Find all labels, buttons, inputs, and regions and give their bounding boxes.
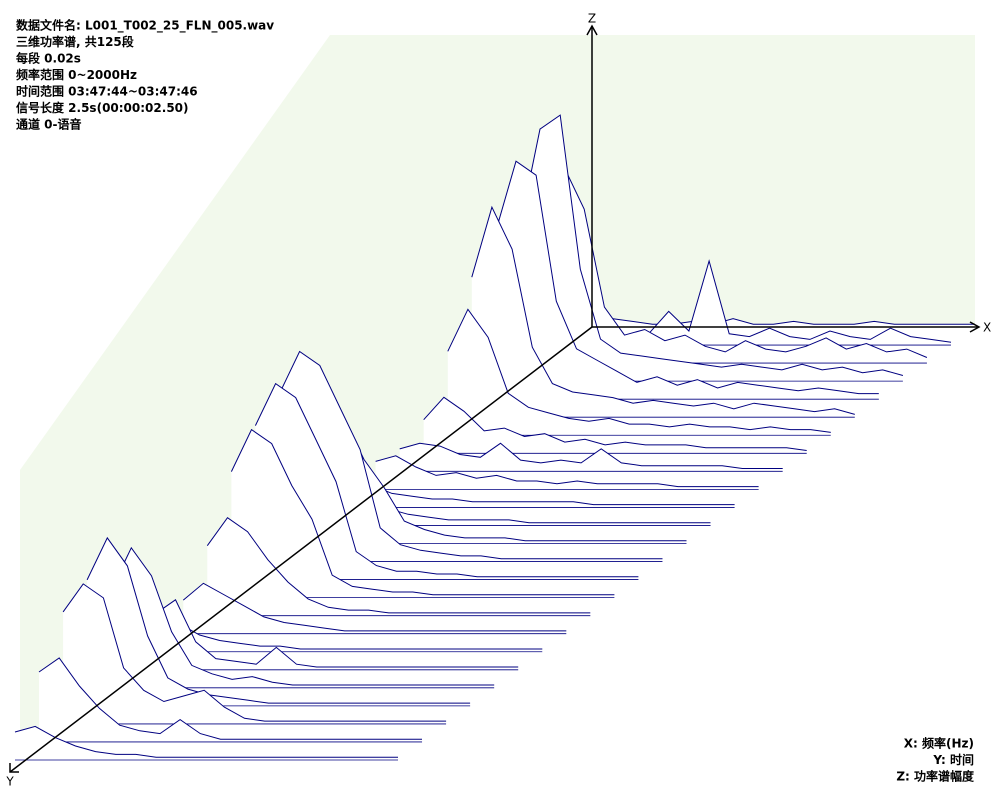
trace <box>351 484 735 506</box>
trace <box>423 396 807 451</box>
trace <box>519 114 904 376</box>
legend-line: Y: 时间 <box>932 752 974 767</box>
legend: X: 频率(Hz)Y: 时间 Z: 功率谱幅度 <box>896 736 975 784</box>
trace <box>14 725 398 758</box>
legend-line: Z: 功率谱幅度 <box>896 769 975 784</box>
x-arrow <box>969 321 981 333</box>
trace-mask <box>39 658 422 742</box>
trace-mask <box>15 726 398 760</box>
y-axis <box>9 326 593 773</box>
trace-mask <box>207 517 591 616</box>
trace <box>62 583 447 722</box>
info-line: 信号长度 2.5s(00:00:02.50) <box>16 100 189 115</box>
trace <box>206 517 591 614</box>
trace-mask <box>447 309 831 436</box>
trace <box>495 160 879 395</box>
trace-mask <box>592 318 975 327</box>
y-arrow <box>9 763 19 773</box>
trace-mask <box>568 261 951 345</box>
trace <box>279 350 663 560</box>
info-line: 时间范围 03:47:44~03:47:46 <box>16 84 198 99</box>
z-arrow <box>586 24 598 36</box>
info-line: 每段 0.02s <box>16 51 81 66</box>
trace-mask <box>183 583 567 634</box>
trace-mask <box>399 443 783 472</box>
trace <box>303 388 687 542</box>
trace <box>254 382 639 578</box>
trace <box>447 308 831 433</box>
info-line: 通道 0-语音 <box>16 117 82 132</box>
trace <box>38 657 422 740</box>
trace-mask <box>423 397 807 454</box>
trace <box>399 442 783 469</box>
trace <box>110 546 495 686</box>
trace-mask <box>351 485 735 508</box>
trace <box>86 536 471 704</box>
y-label: Y <box>5 775 14 789</box>
legend-line: X: 频率(Hz) <box>904 736 974 751</box>
trace <box>230 428 615 596</box>
trace <box>182 582 567 632</box>
info-line: 三维功率谱, 共125段 <box>16 34 135 49</box>
trace-mask <box>375 455 759 490</box>
traces <box>14 114 975 761</box>
trace <box>375 455 759 488</box>
trace <box>134 599 519 668</box>
trace <box>543 165 928 358</box>
x-label: X <box>983 321 991 335</box>
trace <box>159 623 543 650</box>
z-label: Z <box>588 12 596 26</box>
info-line: 频率范围 0~2000Hz <box>16 67 137 82</box>
trace <box>591 318 975 325</box>
trace <box>471 205 855 415</box>
info-line: 数据文件名: L001_T002_25_FLN_005.wav <box>16 18 274 34</box>
